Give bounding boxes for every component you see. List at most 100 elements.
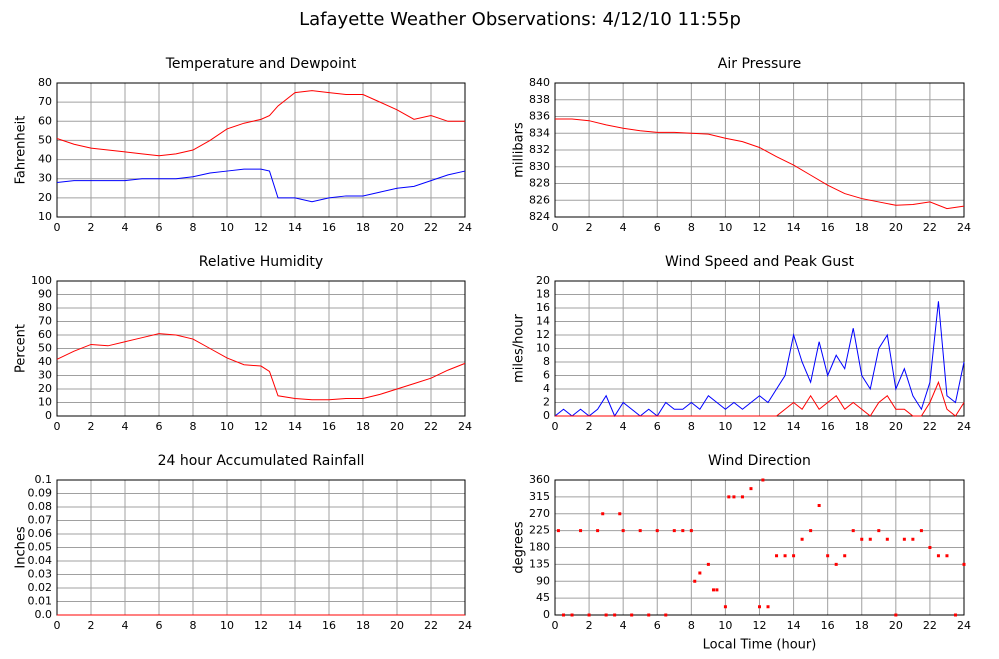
y-tick-label: 838 xyxy=(529,93,550,106)
data-point xyxy=(792,554,796,558)
chart-title: Relative Humidity xyxy=(199,254,323,270)
y-tick-label: 0.08 xyxy=(28,500,53,513)
x-tick-label: 16 xyxy=(322,420,336,433)
y-tick-label: 0 xyxy=(543,409,550,422)
data-point xyxy=(587,613,591,617)
data-point xyxy=(715,588,719,592)
y-axis-label: Fahrenheit xyxy=(14,116,29,185)
x-tick-label: 14 xyxy=(288,420,302,433)
plot-frame xyxy=(56,82,466,218)
y-tick-label: 20 xyxy=(38,191,52,204)
x-tick-label: 16 xyxy=(821,221,835,234)
x-tick-label: 0 xyxy=(552,420,559,433)
x-tick-label: 16 xyxy=(322,221,336,234)
x-tick-label: 16 xyxy=(821,619,835,632)
data-point xyxy=(681,529,685,533)
data-point xyxy=(613,613,617,617)
y-tick-label: 14 xyxy=(536,315,550,328)
data-point xyxy=(562,613,566,617)
x-tick-label: 22 xyxy=(424,420,438,433)
x-tick-label: 6 xyxy=(156,420,163,433)
x-tick-label: 22 xyxy=(923,420,937,433)
x-tick-label: 24 xyxy=(458,221,472,234)
x-tick-label: 8 xyxy=(688,420,695,433)
x-tick-label: 12 xyxy=(753,619,767,632)
y-tick-label: 0.1 xyxy=(35,473,53,486)
x-tick-label: 24 xyxy=(458,420,472,433)
data-line xyxy=(56,90,465,157)
x-tick-label: 4 xyxy=(122,221,129,234)
y-tick-label: 0.02 xyxy=(28,581,53,594)
data-point xyxy=(630,613,634,617)
data-point xyxy=(706,562,710,566)
y-tick-label: 50 xyxy=(38,342,52,355)
y-tick-label: 30 xyxy=(38,172,52,185)
x-tick-label: 4 xyxy=(122,619,129,632)
y-tick-label: 834 xyxy=(529,126,550,139)
x-tick-label: 2 xyxy=(586,619,593,632)
data-point xyxy=(911,537,915,541)
x-tick-label: 12 xyxy=(254,619,268,632)
data-point xyxy=(689,529,693,533)
x-tick-label: 8 xyxy=(190,221,197,234)
x-tick-label: 12 xyxy=(254,420,268,433)
y-tick-label: 10 xyxy=(38,210,52,223)
plot-frame xyxy=(554,82,965,218)
data-point xyxy=(851,529,855,533)
x-tick-label: 12 xyxy=(753,420,767,433)
data-point xyxy=(877,529,881,533)
data-line xyxy=(555,118,965,210)
y-tick-label: 16 xyxy=(536,301,550,314)
data-line xyxy=(555,380,965,417)
data-point xyxy=(766,605,770,609)
chart-title: Wind Speed and Peak Gust xyxy=(665,254,854,270)
x-tick-label: 6 xyxy=(654,420,661,433)
data-point xyxy=(579,529,583,533)
x-tick-label: 24 xyxy=(458,619,472,632)
y-axis-label: Inches xyxy=(14,526,29,568)
y-axis-label: millibars xyxy=(512,122,527,178)
x-tick-label: 18 xyxy=(855,221,869,234)
data-point xyxy=(761,478,765,482)
x-tick-label: 14 xyxy=(288,221,302,234)
y-tick-label: 0.0 xyxy=(35,608,53,621)
data-point xyxy=(618,512,622,516)
x-tick-label: 20 xyxy=(390,420,404,433)
x-tick-label: 10 xyxy=(220,420,234,433)
x-tick-label: 22 xyxy=(923,221,937,234)
x-tick-label: 22 xyxy=(424,221,438,234)
y-tick-label: 10 xyxy=(536,342,550,355)
y-tick-label: 0.07 xyxy=(28,514,53,527)
x-tick-label: 24 xyxy=(957,619,971,632)
x-tick-label: 0 xyxy=(552,619,559,632)
y-tick-label: 826 xyxy=(529,193,550,206)
x-tick-label: 2 xyxy=(88,420,95,433)
data-point xyxy=(556,529,560,533)
data-point xyxy=(638,529,642,533)
y-tick-label: 40 xyxy=(38,153,52,166)
y-axis-label: miles/hour xyxy=(512,313,527,382)
x-tick-label: 0 xyxy=(552,221,559,234)
x-tick-label: 4 xyxy=(122,420,129,433)
x-tick-label: 0 xyxy=(54,420,61,433)
x-tick-label: 2 xyxy=(586,420,593,433)
y-axis-label: degrees xyxy=(512,521,527,574)
data-point xyxy=(809,529,813,533)
x-tick-label: 24 xyxy=(957,221,971,234)
y-tick-label: 20 xyxy=(536,274,550,287)
data-point xyxy=(693,579,697,583)
y-tick-label: 315 xyxy=(529,490,550,503)
data-point xyxy=(698,571,702,575)
chart-title: 24 hour Accumulated Rainfall xyxy=(158,453,365,469)
chart-title: Air Pressure xyxy=(718,56,801,72)
data-point xyxy=(953,613,957,617)
data-point xyxy=(775,554,779,558)
y-tick-label: 70 xyxy=(38,95,52,108)
x-tick-label: 14 xyxy=(288,619,302,632)
data-point xyxy=(868,537,872,541)
y-tick-label: 80 xyxy=(38,76,52,89)
y-tick-label: 60 xyxy=(38,328,52,341)
x-tick-label: 14 xyxy=(787,619,801,632)
y-tick-label: 225 xyxy=(529,524,550,537)
